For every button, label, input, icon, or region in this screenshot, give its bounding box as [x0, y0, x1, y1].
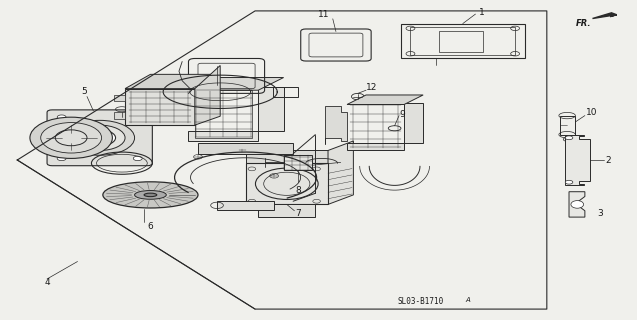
Ellipse shape: [565, 180, 573, 184]
Bar: [258, 204, 315, 217]
Bar: [195, 90, 252, 138]
Bar: [410, 28, 515, 55]
Polygon shape: [125, 74, 220, 89]
Polygon shape: [325, 106, 347, 144]
Bar: [283, 155, 312, 170]
FancyBboxPatch shape: [47, 110, 152, 166]
Ellipse shape: [65, 120, 134, 155]
Ellipse shape: [41, 123, 101, 153]
Text: 11: 11: [318, 10, 329, 19]
Bar: [125, 89, 195, 125]
Text: 3: 3: [598, 209, 603, 219]
Bar: [439, 31, 483, 52]
Text: 12: 12: [366, 83, 378, 92]
Ellipse shape: [133, 156, 142, 161]
Ellipse shape: [565, 136, 573, 140]
Ellipse shape: [144, 193, 157, 196]
Text: 7: 7: [295, 209, 301, 218]
Text: 9: 9: [399, 109, 405, 118]
Text: 8: 8: [295, 186, 301, 195]
Text: 2: 2: [605, 156, 611, 164]
Ellipse shape: [57, 115, 66, 119]
Text: 6: 6: [148, 222, 154, 231]
Ellipse shape: [133, 115, 142, 119]
Polygon shape: [347, 95, 423, 105]
Ellipse shape: [55, 130, 87, 146]
Ellipse shape: [571, 201, 583, 208]
Polygon shape: [564, 135, 590, 185]
Bar: [217, 201, 274, 210]
Text: 4: 4: [44, 278, 50, 287]
Polygon shape: [189, 87, 283, 141]
Polygon shape: [246, 150, 328, 163]
Text: 1: 1: [478, 8, 484, 17]
Polygon shape: [347, 103, 423, 150]
Ellipse shape: [103, 182, 198, 208]
Bar: [273, 87, 298, 97]
Polygon shape: [113, 112, 125, 119]
Bar: [559, 116, 575, 135]
Polygon shape: [195, 66, 220, 125]
Polygon shape: [592, 13, 617, 19]
Ellipse shape: [75, 125, 125, 150]
Ellipse shape: [94, 135, 106, 141]
Polygon shape: [189, 77, 283, 90]
Text: 10: 10: [585, 108, 597, 117]
Text: FR.: FR.: [575, 19, 591, 28]
Polygon shape: [113, 95, 125, 101]
Ellipse shape: [84, 130, 115, 146]
Polygon shape: [198, 142, 293, 154]
Text: SL03-B1710: SL03-B1710: [397, 297, 444, 306]
Bar: [401, 24, 525, 59]
Polygon shape: [569, 192, 585, 217]
Ellipse shape: [134, 190, 166, 199]
Ellipse shape: [57, 156, 66, 161]
Ellipse shape: [30, 117, 112, 158]
Polygon shape: [328, 141, 354, 204]
Text: A: A: [466, 297, 470, 303]
Text: 5: 5: [81, 87, 87, 96]
Bar: [246, 163, 328, 204]
